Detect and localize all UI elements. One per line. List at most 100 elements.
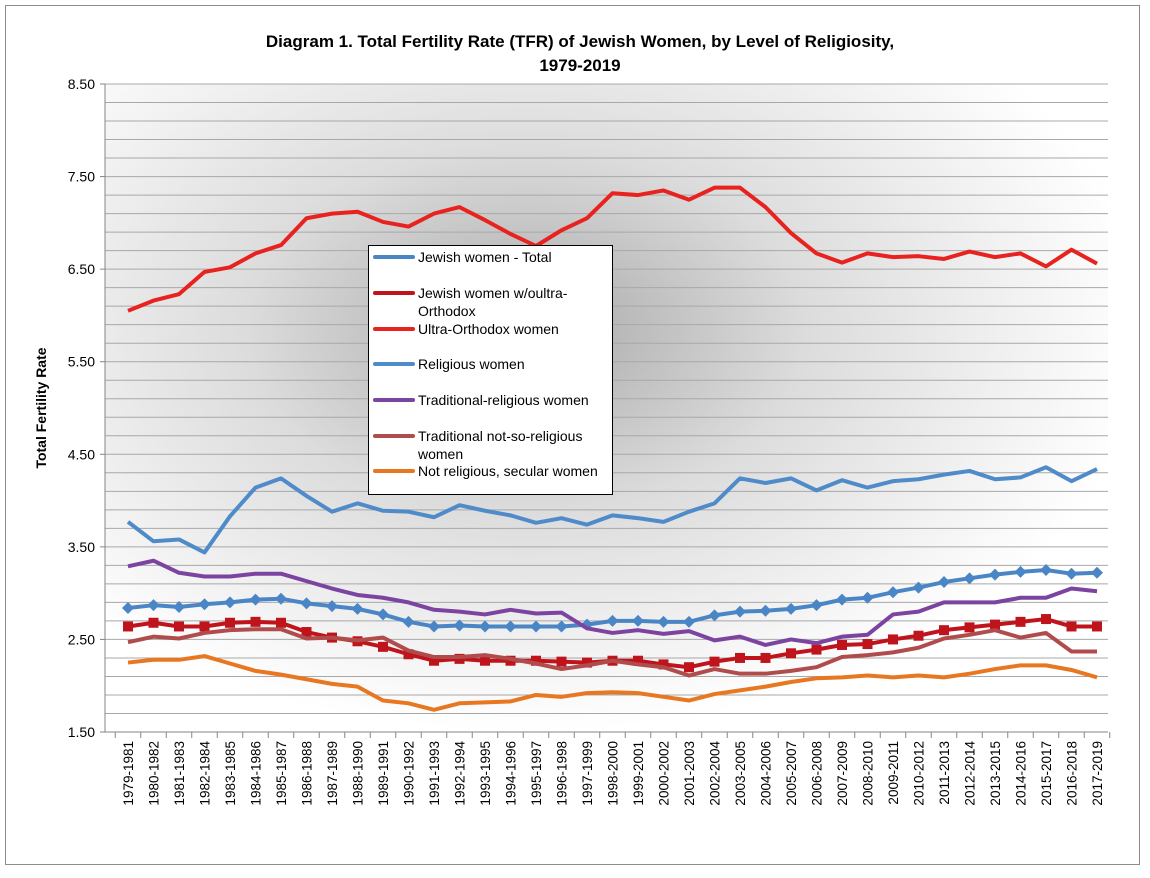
data-point-square — [199, 621, 210, 632]
data-point-diamond — [683, 615, 695, 628]
x-tick-label: 1996-1998 — [555, 741, 570, 806]
data-point-square — [123, 621, 133, 632]
x-tick-label: 1979-1981 — [121, 741, 136, 806]
data-point-diamond — [453, 619, 466, 632]
legend-swatch — [373, 469, 415, 473]
data-point-diamond — [606, 614, 619, 627]
series-traditional-not-so-religious-women — [127, 627, 1098, 678]
y-tick-label: 6.50 — [68, 261, 95, 277]
data-point-diamond — [300, 597, 313, 610]
data-point-square — [939, 625, 949, 636]
y-tick-label: 2.50 — [68, 631, 95, 647]
data-point-diamond — [504, 620, 517, 633]
x-tick-label: 1993-1995 — [478, 741, 493, 806]
y-tick-label: 4.50 — [68, 446, 95, 462]
legend: Jewish women - Total Jewish women w/oultr… — [368, 245, 613, 495]
x-tick-label: 1984-1986 — [249, 741, 264, 806]
x-tick-label: 2009-2011 — [886, 741, 901, 805]
x-tick-label: 2012-2014 — [963, 741, 978, 806]
data-point-square — [225, 617, 235, 628]
legend-label: Traditional not-so-religious women — [418, 428, 583, 462]
chart-title: Diagram 1. Total Fertility Rate (TFR) of… — [265, 32, 895, 51]
data-point-diamond — [1014, 565, 1027, 578]
y-axis-title: Total Fertility Rate — [33, 347, 49, 468]
legend-label: Religious women — [418, 356, 525, 372]
data-point-diamond — [657, 615, 670, 628]
data-point-diamond — [963, 572, 976, 585]
series-religious-women — [126, 465, 1098, 555]
legend-swatch — [373, 327, 415, 331]
x-tick-label: 1998-2000 — [606, 741, 621, 806]
data-point-diamond — [1065, 567, 1078, 580]
data-point-square — [174, 621, 184, 632]
x-tick-label: 1988-1990 — [351, 741, 366, 806]
data-point-square — [888, 634, 898, 645]
chart-title-line2: 1979-2019 — [539, 56, 621, 75]
y-tick-label: 7.50 — [68, 169, 95, 185]
legend-label: Not religious, secular women — [418, 463, 598, 479]
data-point-square — [760, 652, 771, 663]
x-tick-label: 2008-2010 — [861, 741, 876, 806]
data-point-square — [811, 644, 822, 655]
x-tick-label: 2007-2009 — [835, 741, 850, 806]
data-point-square — [276, 617, 286, 628]
data-point-square — [658, 659, 669, 670]
data-point-square — [1041, 614, 1051, 625]
data-point-diamond — [173, 601, 185, 614]
data-point-diamond — [198, 598, 211, 611]
x-tick-label: 2001-2003 — [682, 741, 697, 806]
data-point-diamond — [708, 609, 721, 622]
x-tick-label: 2017-2019 — [1090, 741, 1105, 806]
legend-swatch — [373, 398, 415, 402]
legend-label: Ultra-Orthodox women — [418, 321, 559, 337]
data-point-square — [403, 649, 414, 660]
legend-swatch — [373, 291, 415, 295]
x-tick-label: 1982-1984 — [198, 741, 213, 806]
data-point-square — [429, 655, 439, 666]
x-tick-label: 2013-2015 — [988, 741, 1003, 806]
y-tick-label: 5.50 — [68, 354, 95, 370]
data-point-diamond — [428, 620, 440, 633]
x-tick-label: 1989-1991 — [376, 741, 391, 806]
x-tick-label: 1999-2001 — [631, 741, 646, 806]
data-point-diamond — [530, 620, 542, 633]
x-tick-label: 1994-1996 — [504, 741, 519, 806]
x-tick-label: 2006-2008 — [810, 741, 825, 806]
data-point-diamond — [785, 602, 797, 615]
x-tick-label: 2003-2005 — [733, 741, 748, 806]
data-point-square — [990, 619, 1000, 630]
legend-swatch — [373, 362, 415, 366]
data-point-diamond — [249, 593, 262, 606]
data-point-diamond — [555, 620, 568, 633]
data-point-diamond — [351, 602, 364, 615]
data-point-diamond — [759, 604, 772, 617]
data-point-diamond — [861, 591, 874, 604]
x-tick-label: 1991-1993 — [427, 741, 442, 806]
legend-label: Jewish women - Total — [418, 249, 552, 265]
data-point-diamond — [479, 620, 491, 633]
data-point-diamond — [122, 601, 134, 614]
data-point-square — [964, 622, 975, 633]
x-tick-label: 1990-1992 — [402, 741, 417, 806]
data-point-diamond — [989, 568, 1001, 581]
data-point-diamond — [734, 605, 746, 618]
y-tick-label: 1.50 — [68, 724, 95, 740]
x-tick-label: 1986-1988 — [300, 741, 315, 806]
data-point-square — [148, 617, 159, 628]
x-tick-label: 1980-1982 — [147, 741, 162, 806]
legend-label: Jewish women w/oultra-Orthodox — [418, 285, 568, 319]
data-point-square — [301, 627, 312, 638]
x-tick-label: 1985-1987 — [274, 741, 289, 806]
x-tick-label: 1992-1994 — [453, 741, 468, 806]
data-point-square — [582, 657, 592, 668]
x-tick-label: 2010-2012 — [912, 741, 927, 806]
data-point-square — [531, 655, 541, 666]
data-point-square — [735, 652, 745, 663]
data-point-square — [913, 630, 924, 641]
data-point-diamond — [912, 581, 925, 594]
y-tick-label: 8.50 — [68, 76, 95, 92]
legend-swatch — [373, 434, 415, 438]
series-not-religious-secular-women — [127, 654, 1098, 712]
legend-swatch — [373, 255, 415, 259]
data-point-diamond — [326, 600, 338, 613]
